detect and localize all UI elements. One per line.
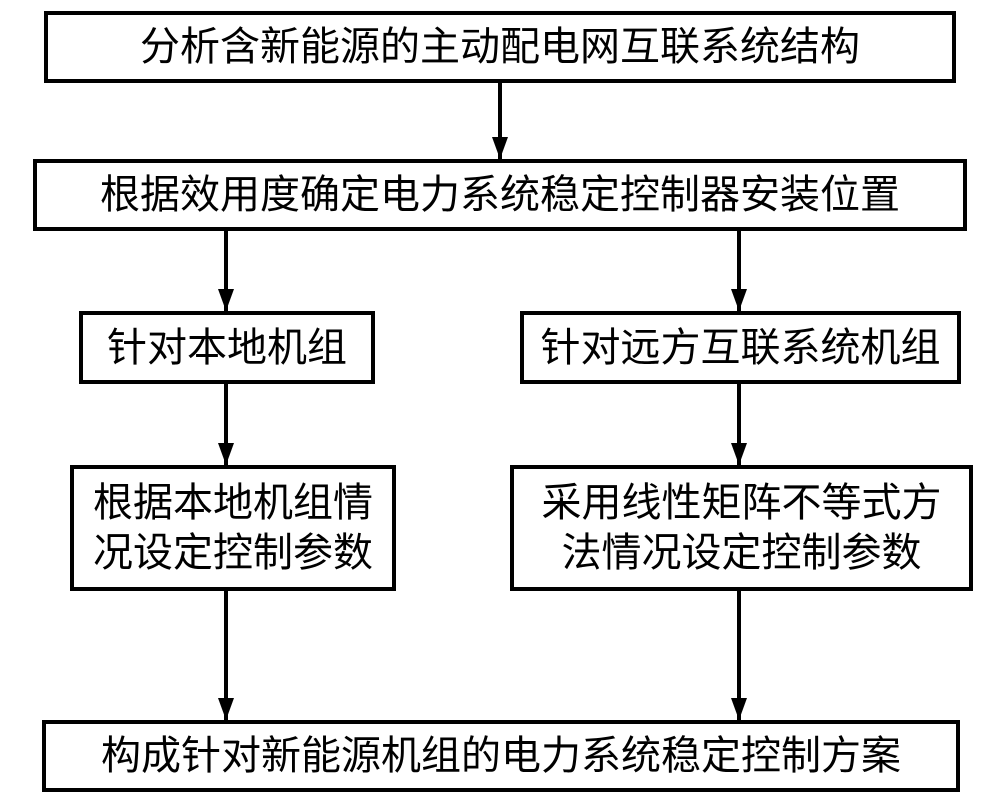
node-label: 针对本地机组 xyxy=(107,323,347,373)
node-n6: 采用线性矩阵不等式方法情况设定控制参数 xyxy=(510,465,973,591)
node-n1: 分析含新能源的主动配电网互联系统结构 xyxy=(44,11,956,83)
node-n5: 根据本地机组情况设定控制参数 xyxy=(70,465,396,591)
node-n2: 根据效用度确定电力系统稳定控制器安装位置 xyxy=(33,159,967,231)
node-n4: 针对远方互联系统机组 xyxy=(520,311,961,384)
node-label: 采用线性矩阵不等式方法情况设定控制参数 xyxy=(524,478,959,578)
node-label: 分析含新能源的主动配电网互联系统结构 xyxy=(140,22,860,72)
node-label: 根据效用度确定电力系统稳定控制器安装位置 xyxy=(100,170,900,220)
node-n7: 构成针对新能源机组的电力系统稳定控制方案 xyxy=(42,720,960,792)
edges-layer xyxy=(0,0,1000,803)
node-label: 构成针对新能源机组的电力系统稳定控制方案 xyxy=(101,731,901,781)
flowchart-canvas: 分析含新能源的主动配电网互联系统结构根据效用度确定电力系统稳定控制器安装位置针对… xyxy=(0,0,1000,803)
node-n3: 针对本地机组 xyxy=(79,311,375,384)
node-label: 根据本地机组情况设定控制参数 xyxy=(84,478,382,578)
node-label: 针对远方互联系统机组 xyxy=(541,323,941,373)
